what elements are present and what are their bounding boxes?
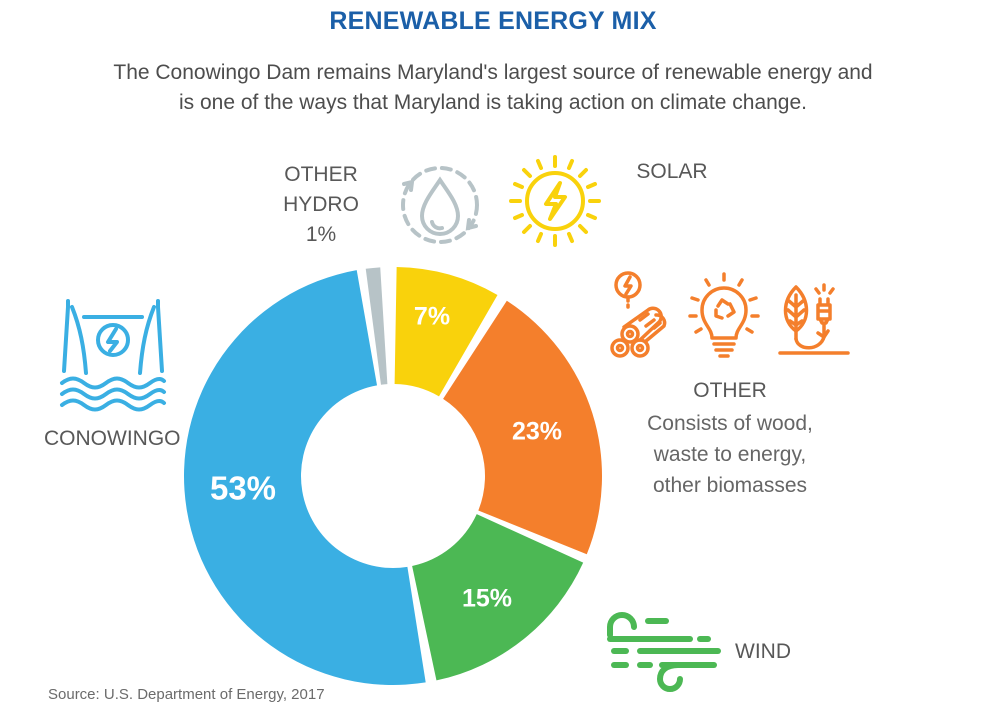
hydro-dam-icon — [60, 299, 166, 412]
donut-slice-solar — [394, 267, 498, 397]
label-other: OTHER — [693, 379, 767, 402]
label-other-desc-line2: waste to energy, — [653, 443, 807, 466]
slice-value-label-other: 23% — [512, 418, 562, 446]
label-other-hydro-value: 1% — [305, 223, 337, 246]
leaf-plug-icon — [778, 283, 850, 355]
page-title: RENEWABLE ENERGY MIX — [329, 7, 657, 35]
label-other-desc-line3: other biomasses — [652, 474, 808, 497]
wind-gust-icon — [607, 612, 721, 692]
label-other-desc-line1: Consists of wood, — [647, 412, 813, 435]
donut-slice-conowingo — [183, 270, 426, 686]
lightbulb-recycle-icon — [688, 272, 760, 358]
water-drop-cycle-icon — [401, 166, 479, 244]
label-other-hydro-line1: OTHER — [284, 163, 358, 186]
label-wind: WIND — [735, 640, 791, 663]
donut-slice-wind — [412, 514, 584, 681]
slice-value-label-solar: 7% — [414, 303, 450, 331]
label-other-description: Consists of wood, waste to energy, other… — [630, 408, 830, 501]
label-solar: SOLAR — [636, 160, 708, 183]
donut-slice-other — [443, 300, 602, 555]
slice-value-label-conowingo: 53% — [210, 470, 276, 507]
label-conowingo: CONOWINGO — [44, 427, 181, 450]
subtitle-line-2: is one of the ways that Maryland is taki… — [178, 91, 807, 114]
label-other-hydro-line2: HYDRO — [283, 193, 359, 216]
page-subtitle: The Conowingo Dam remains Maryland's lar… — [60, 58, 926, 118]
donut-slice-other-hydro — [365, 267, 388, 385]
slice-value-label-wind: 15% — [462, 585, 512, 613]
sun-lightning-icon — [509, 155, 601, 247]
label-other-hydro: OTHER HYDRO 1% — [276, 160, 366, 250]
wood-logs-power-icon — [610, 271, 667, 358]
subtitle-line-1: The Conowingo Dam remains Maryland's lar… — [113, 61, 873, 84]
source-note: Source: U.S. Department of Energy, 2017 — [48, 686, 325, 703]
